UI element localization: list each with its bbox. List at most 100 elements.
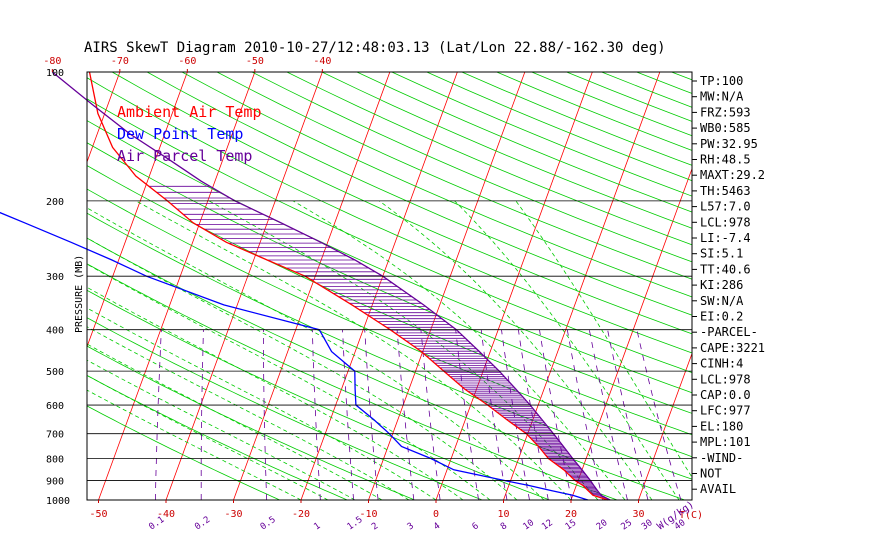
index-label: LCL:978	[700, 372, 751, 386]
bottom-temp-label: 20	[565, 509, 577, 520]
moist-adiabat	[135, 200, 572, 500]
index-label: CINH:4	[700, 357, 743, 371]
parcel-temp-curve	[51, 71, 611, 501]
bottom-temp-label: 30	[632, 509, 644, 520]
pressure-tick-label: 800	[46, 455, 64, 466]
dry-adiabat	[87, 77, 692, 354]
isotherm-line	[300, 72, 458, 500]
pressure-tick-label: 500	[46, 367, 64, 378]
pressure-tick-label: 400	[46, 326, 64, 337]
mixing-ratio-tick-label: 2	[370, 521, 380, 532]
mixing-ratio-tick-label: 0.5	[259, 515, 278, 533]
top-temp-label: -80	[43, 56, 61, 67]
moist-adiabat	[208, 200, 599, 500]
bottom-temp-label: -20	[292, 509, 310, 520]
series-layer	[0, 71, 611, 501]
bottom-temp-label: -10	[359, 509, 377, 520]
mixing-ratio-tick-label: 10	[521, 518, 536, 532]
top-temp-label: -70	[111, 56, 129, 67]
pressure-tick-label: 100	[46, 68, 64, 79]
isotherm-line	[570, 167, 692, 500]
index-label: NOT	[700, 467, 722, 481]
mixing-ratio-line	[200, 329, 204, 500]
index-label: CAP:0.0	[700, 388, 751, 402]
legend-item-parcel: Air Parcel Temp	[117, 147, 252, 165]
pressure-tick-label: 700	[46, 430, 64, 441]
isotherm-line	[0, 72, 52, 500]
isotherm-line	[638, 352, 692, 500]
moist-adiabat	[378, 200, 653, 500]
index-label: RH:48.5	[700, 153, 751, 167]
isotherm-line	[233, 72, 391, 500]
isotherm-line	[87, 72, 121, 164]
index-label: EI:0.2	[700, 310, 743, 324]
moist-adiabat	[87, 389, 302, 500]
dry-adiabat	[251, 72, 692, 263]
dry-adiabat	[87, 374, 348, 500]
index-label: MPL:101	[700, 435, 751, 449]
plot-frame	[86, 71, 693, 501]
mixing-ratio-tick-label: 0.2	[193, 515, 212, 533]
bottom-temp-label: -30	[224, 509, 242, 520]
mixing-ratio-tick-label: 20	[595, 518, 610, 532]
index-label: FRZ:593	[700, 105, 751, 119]
moist-adiabat	[515, 200, 692, 479]
top-temp-label: -40	[313, 56, 331, 67]
dry-adiabat	[87, 345, 415, 500]
top-temp-label: -50	[246, 56, 264, 67]
dry-adiabat	[216, 72, 692, 280]
index-label: EL:180	[700, 419, 743, 433]
mixing-ratio-tick-label: 6	[471, 521, 481, 532]
mixing-ratio-tick-label: 8	[499, 521, 509, 532]
isotherm-line	[774, 72, 870, 500]
y-axis-label: PRESSURE (MB)	[74, 255, 85, 333]
index-label: AVAIL	[700, 482, 736, 496]
mixing-ratio-line	[539, 329, 573, 500]
dry-adiabat	[286, 72, 692, 246]
index-label: -PARCEL-	[700, 325, 758, 339]
mixing-ratio-tick-label: 12	[540, 518, 555, 532]
dry-adiabat	[181, 72, 692, 298]
top-temp-label: -60	[178, 56, 196, 67]
index-label: MAXT:29.2	[700, 168, 765, 182]
dry-adiabat	[87, 317, 483, 500]
moist-adiabat	[292, 200, 626, 500]
cape-hatch	[148, 185, 609, 500]
isotherm-line	[435, 72, 593, 500]
chart-title: AIRS SkewT Diagram 2010-10-27/12:48:03.1…	[84, 40, 666, 56]
index-label: CAPE:3221	[700, 341, 765, 355]
index-label: PW:32.95	[700, 137, 758, 151]
moist-adiabat	[87, 286, 464, 500]
mixing-ratio-line	[501, 329, 530, 500]
index-label: KI:286	[700, 278, 743, 292]
mixing-ratio-line	[342, 329, 354, 500]
index-label: TH:5463	[700, 184, 751, 198]
dry-adiabat	[87, 142, 692, 414]
dry-adiabat	[87, 263, 618, 500]
pressure-tick-label: 600	[46, 401, 64, 412]
isotherm-line	[165, 72, 323, 500]
dry-adiabat	[426, 72, 692, 182]
pressure-tick-label: 1000	[46, 496, 70, 507]
dry-adiabat	[87, 289, 550, 500]
bottom-temp-label: -50	[89, 509, 107, 520]
axis-layer: 1002003004005006007008009001000-120-110-…	[43, 56, 693, 533]
bottom-temp-label: 10	[497, 509, 509, 520]
dry-adiabat	[87, 212, 692, 480]
mixing-ratio-tick-label: 1	[312, 521, 322, 532]
index-label: -WIND-	[700, 451, 743, 465]
dry-adiabat	[87, 165, 692, 436]
dry-adiabat	[321, 72, 692, 229]
moist-adiabat	[87, 374, 329, 500]
index-label: TP:100	[700, 74, 743, 88]
bottom-temp-label: -40	[157, 509, 175, 520]
legend: Ambient Air Temp Dew Point Temp Air Parc…	[117, 103, 262, 165]
legend-item-dewpoint: Dew Point Temp	[117, 125, 243, 143]
mixing-ratio-tick-label: 25	[619, 518, 634, 532]
index-label: SI:5.1	[700, 247, 743, 261]
index-label: TT:40.6	[700, 262, 751, 276]
dry-adiabat	[391, 72, 692, 197]
dry-adiabat	[87, 405, 280, 500]
